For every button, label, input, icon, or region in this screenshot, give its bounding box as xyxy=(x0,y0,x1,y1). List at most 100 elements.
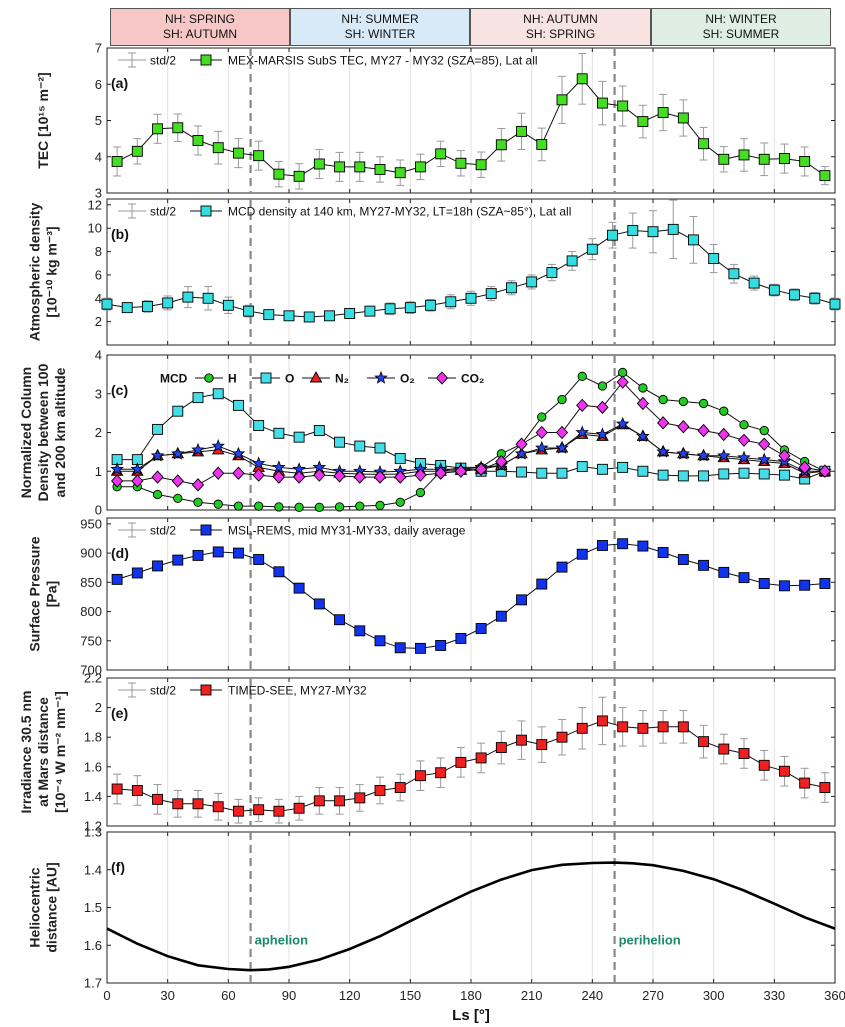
data-point xyxy=(435,148,447,160)
data-point xyxy=(253,420,265,431)
data-point xyxy=(111,783,123,795)
data-point xyxy=(758,437,771,451)
data-point xyxy=(254,501,264,511)
data-point xyxy=(676,446,691,460)
data-point xyxy=(618,367,628,378)
data-point xyxy=(475,462,488,476)
data-point xyxy=(637,116,649,128)
data-point xyxy=(274,502,284,512)
season-nh-label: NH: SPRING xyxy=(164,12,235,26)
data-point xyxy=(251,456,266,470)
x-tick-label: 30 xyxy=(160,988,174,1003)
data-point xyxy=(364,305,376,317)
data-point xyxy=(739,420,749,430)
season-box: NH: AUTUMN SH: SPRING xyxy=(470,8,651,46)
season-sh-label: SH: SUMMER xyxy=(702,27,780,41)
legend-label: CO₂ xyxy=(461,372,484,386)
x-tick-label: 330 xyxy=(763,988,785,1003)
series-f-0 xyxy=(106,861,836,972)
data-point xyxy=(778,153,790,165)
data-point xyxy=(718,743,730,755)
data-point xyxy=(778,469,790,481)
legend-marker xyxy=(260,372,272,384)
series-e-0 xyxy=(111,696,831,824)
y-tick-label: 2 xyxy=(95,425,102,440)
data-point xyxy=(638,383,648,393)
legend: std/2 MCD density at 140 km, MY27-MY32, L… xyxy=(118,203,571,219)
data-point xyxy=(657,469,669,481)
data-point xyxy=(636,429,650,443)
data-point xyxy=(737,450,751,464)
data-point xyxy=(283,310,295,322)
data-point xyxy=(576,398,589,413)
data-point xyxy=(314,502,324,512)
data-point xyxy=(647,226,659,238)
season-nh-label: NH: AUTUMN xyxy=(523,12,598,26)
legend: std/2 MEX-MARSIS SubS TEC, MY27 - MY32 (S… xyxy=(118,52,538,68)
data-point xyxy=(374,635,386,647)
data-point xyxy=(273,566,285,578)
data-point xyxy=(789,289,801,301)
legend-label: MSL-REMS, mid MY31-MY33, daily average xyxy=(228,524,466,538)
data-point xyxy=(313,795,325,807)
season-nh-label: NH: SUMMER xyxy=(341,12,419,26)
data-point xyxy=(334,795,346,807)
data-point xyxy=(516,466,528,478)
data-point xyxy=(455,756,467,768)
data-point xyxy=(130,462,145,476)
x-tick-label: 0 xyxy=(103,988,110,1003)
data-point xyxy=(677,554,689,565)
data-point xyxy=(111,156,123,167)
data-point xyxy=(759,425,769,436)
x-tick-label: 90 xyxy=(282,988,296,1003)
data-point xyxy=(657,547,669,558)
y-tick-label: 2.2 xyxy=(84,671,102,686)
data-point xyxy=(152,793,164,805)
y-tick-label: 1.2 xyxy=(84,819,102,834)
data-point xyxy=(696,448,711,462)
data-point xyxy=(758,153,770,165)
data-point xyxy=(697,423,710,438)
data-point xyxy=(516,594,528,606)
data-point xyxy=(536,739,548,751)
data-point xyxy=(211,439,225,452)
data-point xyxy=(233,501,244,511)
data-point xyxy=(818,464,831,478)
data-point xyxy=(658,394,668,405)
y-tick-label: 1.7 xyxy=(84,976,102,991)
data-point xyxy=(272,470,285,484)
data-point xyxy=(445,296,457,308)
data-point xyxy=(758,468,770,480)
legend-std-label: std/2 xyxy=(150,205,176,219)
data-point xyxy=(334,502,345,512)
data-point xyxy=(698,559,710,571)
data-point xyxy=(171,446,185,460)
y-axis-label: Surface Pressure xyxy=(27,536,43,651)
data-point xyxy=(757,452,771,466)
data-point xyxy=(737,433,751,447)
data-point xyxy=(515,437,528,451)
data-point xyxy=(718,566,730,578)
data-point xyxy=(172,798,184,810)
season-sh-label: SH: AUTUMN xyxy=(162,27,237,41)
data-point xyxy=(171,474,184,488)
y-tick-label: 7 xyxy=(95,41,102,56)
legend-std-label: std/2 xyxy=(150,524,176,538)
data-point xyxy=(677,420,690,434)
data-point xyxy=(253,150,265,162)
y-axis-label: Normalized Column xyxy=(18,367,34,498)
data-point xyxy=(799,579,811,591)
data-point xyxy=(718,153,730,165)
data-point xyxy=(465,292,477,304)
data-point xyxy=(334,161,346,173)
data-point xyxy=(172,554,184,566)
data-point xyxy=(596,715,608,727)
legend: std/2 MSL-REMS, mid MY31-MY33, daily aver… xyxy=(118,522,466,538)
data-point xyxy=(636,396,649,411)
data-point xyxy=(455,157,467,169)
data-point xyxy=(131,567,143,579)
legend-label: MCD density at 140 km, MY27-MY32, LT=18h… xyxy=(228,205,571,219)
data-point xyxy=(354,625,366,637)
data-point xyxy=(799,777,811,789)
data-point xyxy=(354,161,366,173)
